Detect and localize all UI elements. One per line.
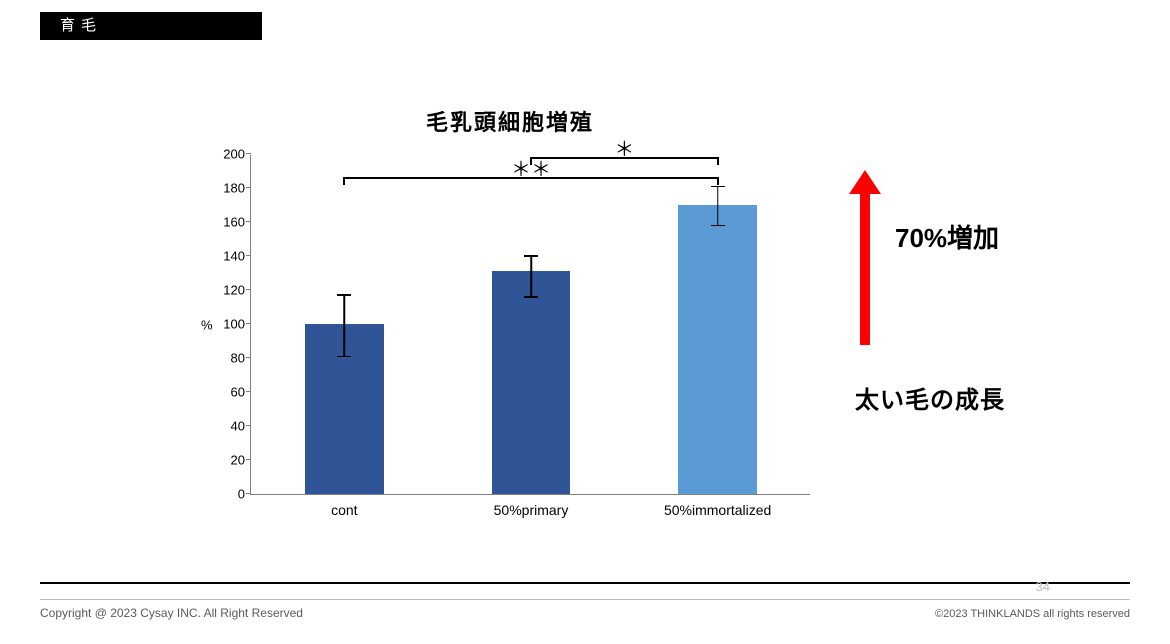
bar: [492, 271, 570, 494]
x-category-label: 50%primary: [494, 502, 569, 518]
y-tick-label: 160: [215, 215, 245, 230]
footer-rule: [40, 582, 1130, 584]
significance-bracket-tick: [530, 157, 532, 165]
footer-rule-thin: [40, 599, 1130, 600]
slide: 育毛 毛乳頭細胞増殖 % 020406080100120140160180200…: [0, 0, 1170, 644]
y-tick-mark: [246, 425, 251, 426]
bar: [678, 205, 756, 494]
y-tick-mark: [246, 459, 251, 460]
chart-title: 毛乳頭細胞増殖: [190, 105, 830, 137]
y-tick-mark: [246, 153, 251, 154]
chart-plot-area: % 020406080100120140160180200cont50%prim…: [250, 155, 810, 495]
y-tick-mark: [246, 391, 251, 392]
increase-arrow: [845, 170, 885, 345]
y-tick-mark: [246, 323, 251, 324]
header-tab: 育毛: [40, 12, 262, 40]
y-tick-label: 40: [215, 419, 245, 434]
copyright-left: Copyright @ 2023 Cysay INC. All Right Re…: [40, 606, 303, 620]
significance-bracket-tick: [717, 177, 719, 185]
x-category-label: 50%immortalized: [664, 502, 771, 518]
y-tick-mark: [246, 357, 251, 358]
y-tick-mark: [246, 289, 251, 290]
y-tick-label: 100: [215, 317, 245, 332]
y-tick-label: 180: [215, 181, 245, 196]
y-tick-mark: [246, 221, 251, 222]
y-tick-label: 140: [215, 249, 245, 264]
y-tick-label: 60: [215, 385, 245, 400]
significance-label: ＊: [614, 133, 634, 162]
copyright-right: ©2023 THINKLANDS all rights reserved: [935, 608, 1130, 620]
header: 育毛: [40, 12, 1170, 40]
significance-bracket-tick: [343, 177, 345, 185]
growth-label: 太い毛の成長: [855, 380, 1005, 415]
y-tick-mark: [246, 187, 251, 188]
y-tick-label: 120: [215, 283, 245, 298]
y-tick-mark: [246, 255, 251, 256]
y-axis-label: %: [201, 317, 213, 332]
y-tick-label: 0: [215, 487, 245, 502]
y-tick-label: 20: [215, 453, 245, 468]
chart: 毛乳頭細胞増殖 % 020406080100120140160180200con…: [190, 105, 830, 525]
y-tick-label: 200: [215, 147, 245, 162]
y-tick-label: 80: [215, 351, 245, 366]
x-category-label: cont: [331, 502, 357, 518]
y-tick-mark: [246, 493, 251, 494]
increase-label: 70%増加: [895, 218, 999, 255]
page-number: 34: [1036, 579, 1050, 594]
arrow-shaft: [860, 188, 870, 345]
significance-bracket-tick: [717, 157, 719, 165]
